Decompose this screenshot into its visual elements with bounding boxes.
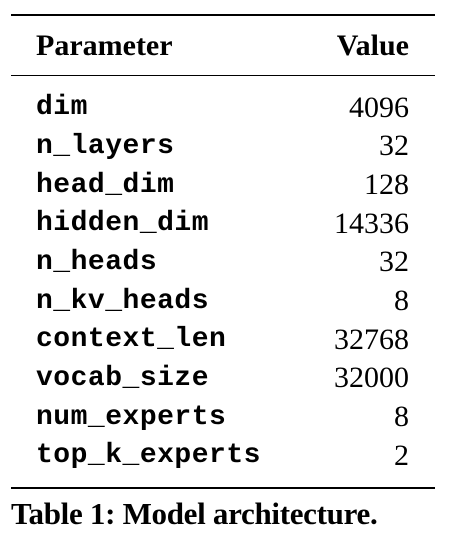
param-name: context_len xyxy=(36,324,227,356)
param-name: vocab_size xyxy=(36,362,210,394)
table-row: n_layers 32 xyxy=(11,127,435,166)
param-name: num_experts xyxy=(36,401,227,433)
param-value: 32768 xyxy=(334,322,409,356)
table-row: n_heads 32 xyxy=(11,243,435,282)
table-row: vocab_size 32000 xyxy=(11,359,435,398)
param-name: hidden_dim xyxy=(36,208,210,240)
table-caption: Table 1: Model architecture. xyxy=(11,496,378,531)
table-header-rule xyxy=(11,75,435,77)
table-row: head_dim 128 xyxy=(11,166,435,205)
table-row: context_len 32768 xyxy=(11,320,435,359)
table-body: dim 4096 n_layers 32 head_dim 128 hidden… xyxy=(11,76,435,487)
header-value: Value xyxy=(336,28,409,62)
table-bottom-rule xyxy=(11,487,435,490)
param-value: 4096 xyxy=(349,90,409,124)
table-row: n_kv_heads 8 xyxy=(11,282,435,321)
table-top-rule xyxy=(11,14,435,16)
param-value: 32 xyxy=(379,245,409,279)
model-architecture-table: Parameter Value dim 4096 n_layers 32 hea… xyxy=(11,14,435,490)
param-name: n_heads xyxy=(36,246,158,278)
param-value: 14336 xyxy=(334,206,409,240)
param-name: head_dim xyxy=(36,169,175,201)
param-name: n_kv_heads xyxy=(36,285,210,317)
table-row: dim 4096 xyxy=(11,88,435,127)
param-value: 2 xyxy=(394,438,409,472)
param-value: 128 xyxy=(364,168,409,202)
param-name: n_layers xyxy=(36,130,175,162)
table-row: num_experts 8 xyxy=(11,398,435,437)
param-value: 8 xyxy=(394,400,409,434)
header-parameter: Parameter xyxy=(36,28,173,62)
table-row: hidden_dim 14336 xyxy=(11,204,435,243)
param-value: 8 xyxy=(394,284,409,318)
param-name: dim xyxy=(36,92,88,124)
table-header-row: Parameter Value xyxy=(11,16,435,75)
param-value: 32 xyxy=(379,129,409,163)
table-row: top_k_experts 2 xyxy=(11,436,435,475)
param-value: 32000 xyxy=(334,361,409,395)
param-name: top_k_experts xyxy=(36,440,261,472)
